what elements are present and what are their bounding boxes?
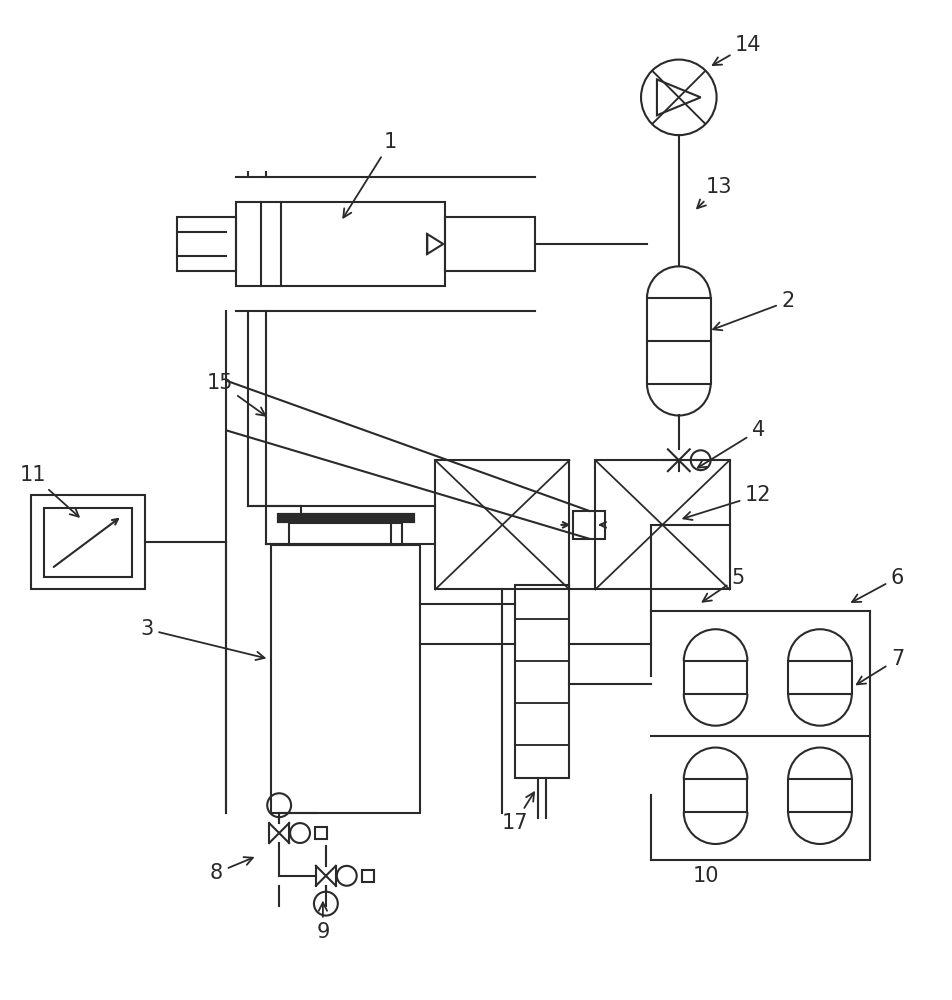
Bar	[236, 202, 446, 286]
Text: 14: 14	[713, 35, 762, 65]
Text: 5: 5	[703, 568, 745, 602]
Bar	[788, 661, 852, 694]
Text: 13: 13	[697, 177, 732, 208]
Bar	[788, 779, 852, 812]
Text: 7: 7	[857, 649, 904, 684]
Bar	[44, 508, 132, 577]
Bar	[289, 523, 403, 545]
Text: 3: 3	[140, 619, 265, 660]
Bar	[684, 779, 747, 812]
Bar	[435, 460, 569, 589]
Text: 10: 10	[692, 866, 719, 886]
Bar	[595, 460, 729, 589]
Bar	[573, 511, 605, 539]
Bar	[315, 827, 327, 839]
Text: 2: 2	[713, 291, 795, 330]
Text: 6: 6	[852, 568, 904, 602]
Bar	[647, 298, 710, 384]
Text: 15: 15	[207, 373, 266, 416]
Text: 8: 8	[210, 857, 253, 883]
Text: 1: 1	[344, 132, 397, 218]
Bar	[446, 217, 535, 271]
Bar	[30, 495, 145, 589]
Text: 4: 4	[698, 420, 765, 468]
Bar	[177, 217, 236, 271]
Text: 17: 17	[502, 792, 534, 833]
Text: 9: 9	[316, 902, 329, 942]
Bar	[684, 661, 747, 694]
Text: 12: 12	[684, 485, 771, 520]
Text: 11: 11	[19, 465, 79, 517]
Bar	[515, 585, 569, 778]
Bar	[362, 870, 373, 882]
Bar	[271, 545, 421, 813]
